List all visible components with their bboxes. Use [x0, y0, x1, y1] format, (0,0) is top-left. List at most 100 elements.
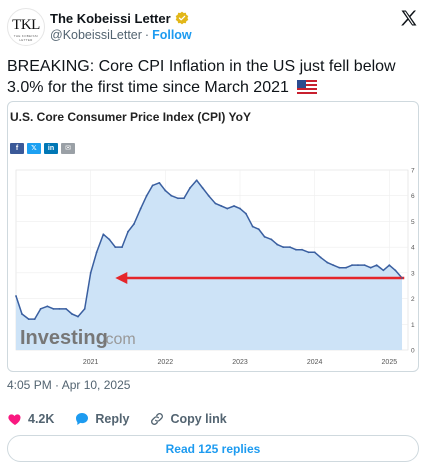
data-point	[39, 307, 42, 310]
data-point	[201, 187, 204, 189]
data-point	[121, 246, 123, 249]
y-tick-label: 6	[411, 193, 415, 200]
data-point	[245, 212, 247, 215]
data-point	[388, 264, 391, 267]
data-point	[195, 179, 198, 182]
like-button[interactable]: 4.2K	[7, 411, 54, 427]
chart-title: U.S. Core Consumer Price Index (CPI) YoY	[10, 110, 251, 124]
x-tick-label: 2022	[158, 359, 174, 366]
avatar[interactable]: TKL THE KOBEISSI LETTER	[7, 8, 45, 46]
data-point	[351, 264, 353, 267]
data-point	[164, 189, 167, 192]
copy-link-button[interactable]: Copy link	[149, 411, 227, 427]
data-point	[183, 197, 185, 200]
data-point	[95, 251, 98, 254]
y-tick-label: 1	[411, 322, 415, 329]
data-point	[108, 238, 111, 241]
cpi-chart: 0 1 2 3 4 5 6 7 2021 2022 2023 2024 2025 Investing …	[15, 168, 415, 366]
data-point	[52, 307, 55, 310]
data-point	[319, 256, 322, 259]
timestamp[interactable]: 4:05 PM · Apr 10, 2025	[7, 378, 131, 392]
data-point	[77, 315, 79, 318]
reply-label: Reply	[95, 412, 130, 426]
x-tick-label: 2024	[307, 359, 323, 366]
linkedin-icon[interactable]: in	[44, 143, 58, 154]
area-fill	[16, 180, 403, 350]
data-point	[239, 207, 241, 210]
link-icon	[151, 413, 164, 425]
data-point	[189, 187, 191, 189]
data-point	[27, 318, 30, 321]
data-point	[114, 246, 117, 249]
data-point	[33, 318, 36, 321]
data-point	[251, 225, 254, 228]
data-point	[257, 228, 260, 231]
y-axis: 0 1 2 3 4 5 6 7	[411, 168, 415, 355]
data-point	[226, 207, 229, 210]
watermark-main: Investing	[20, 327, 108, 349]
facebook-icon[interactable]: f	[10, 143, 24, 154]
area-layer	[15, 179, 403, 350]
data-point	[58, 307, 61, 310]
data-point	[282, 246, 285, 249]
action-bar: 4.2K Reply Copy link	[7, 410, 247, 428]
data-point	[214, 202, 217, 205]
data-point	[133, 223, 135, 225]
x-tick-label: 2025	[382, 359, 398, 366]
x-share-icon[interactable]: 𝕏	[27, 143, 41, 154]
x-axis: 2021 2022 2023 2024 2025	[83, 359, 397, 366]
data-point	[83, 307, 86, 310]
red-arrow-head	[115, 272, 128, 284]
data-point	[233, 205, 235, 207]
data-point	[139, 207, 142, 210]
data-point	[369, 266, 372, 269]
data-point	[177, 197, 179, 200]
data-point	[65, 307, 67, 310]
email-icon[interactable]: ✉	[61, 143, 75, 154]
reply-button[interactable]: Reply	[74, 411, 129, 427]
handle[interactable]: @KobeissiLetter	[50, 28, 142, 42]
data-point	[338, 266, 341, 269]
handle-row: @KobeissiLetter · Follow	[50, 28, 192, 42]
data-point	[394, 269, 397, 272]
chart-card[interactable]: U.S. Core Consumer Price Index (CPI) YoY…	[7, 101, 419, 372]
data-point	[145, 194, 148, 197]
y-tick-label: 2	[411, 296, 415, 303]
data-point	[375, 264, 378, 267]
data-point	[220, 205, 223, 207]
data-point	[307, 251, 310, 254]
data-point	[270, 238, 273, 241]
separator-dot: ·	[144, 28, 150, 42]
data-point	[263, 235, 266, 238]
data-point	[46, 305, 49, 308]
tweet-header: TKL THE KOBEISSI LETTER The Kobeissi Let…	[0, 0, 427, 52]
data-point	[295, 248, 297, 251]
speech-bubble-icon	[76, 413, 89, 425]
x-tick-label: 2021	[83, 359, 99, 366]
data-point	[170, 194, 173, 197]
tweet-body: BREAKING: Core CPI Inflation in the US j…	[7, 58, 396, 96]
display-name[interactable]: The Kobeissi Letter	[50, 10, 171, 26]
avatar-logo-subtext: THE KOBEISSI LETTER	[13, 34, 39, 42]
data-point	[21, 313, 23, 315]
x-tick-label: 2023	[232, 359, 248, 366]
data-point	[89, 271, 92, 274]
heart-icon	[8, 414, 21, 425]
data-point	[158, 181, 161, 184]
follow-button[interactable]: Follow	[152, 28, 192, 42]
data-point	[326, 261, 329, 264]
data-point	[102, 233, 105, 236]
like-count: 4.2K	[28, 412, 55, 426]
avatar-logo: TKL	[12, 17, 40, 33]
watermark-suffix: .com	[101, 331, 136, 348]
read-replies-button[interactable]: Read 125 replies	[7, 435, 419, 462]
investing-watermark: Investing .com	[20, 327, 136, 349]
x-logo-icon[interactable]	[399, 8, 419, 28]
arrow-layer	[115, 272, 405, 284]
data-point	[357, 264, 359, 267]
data-point	[332, 264, 335, 267]
us-flag-icon	[297, 79, 318, 94]
data-point	[276, 243, 279, 246]
data-point	[401, 277, 403, 279]
